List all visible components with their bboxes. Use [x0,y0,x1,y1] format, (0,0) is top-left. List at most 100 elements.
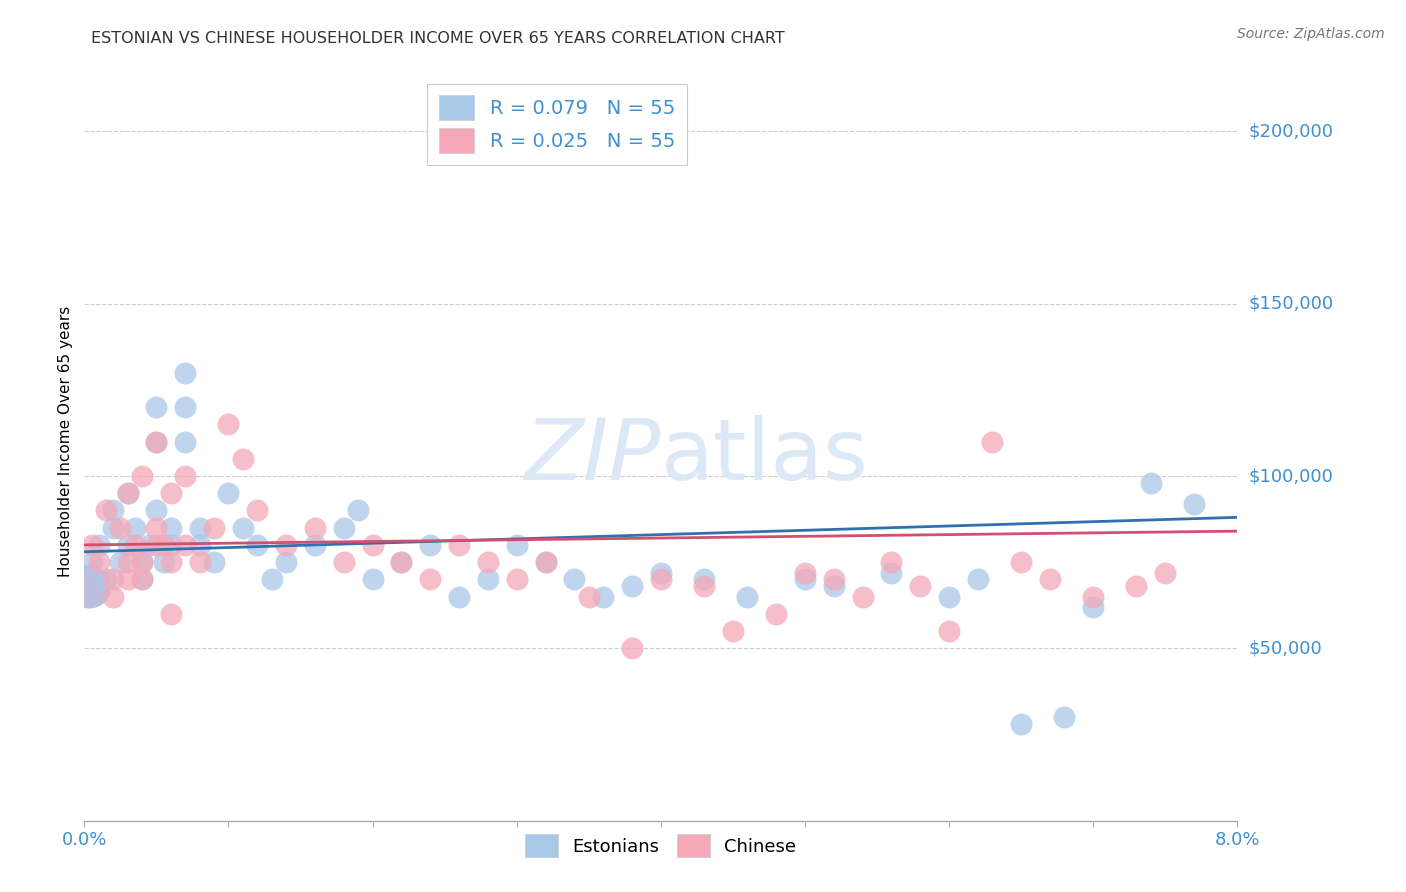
Point [160,486,183,500]
Point [361,538,384,552]
Point [1010,717,1032,731]
Point [880,555,903,569]
Point [202,521,225,535]
Text: ZIP: ZIP [524,415,661,499]
Point [794,566,817,580]
Point [124,538,146,552]
Point [534,555,557,569]
Point [1053,710,1076,724]
Point [1154,566,1177,580]
Point [174,538,197,552]
Point [145,503,167,517]
Point [534,555,557,569]
Point [276,538,298,552]
Point [578,590,600,604]
Point [145,434,167,449]
Point [174,366,197,380]
Point [160,538,183,552]
Point [1083,599,1105,614]
Point [145,521,167,535]
Text: atlas: atlas [661,415,869,499]
Point [1039,573,1062,587]
Point [218,417,240,432]
Y-axis label: Householder Income Over 65 years: Householder Income Over 65 years [58,306,73,577]
Point [737,590,759,604]
Point [765,607,787,621]
Text: $150,000: $150,000 [1249,294,1333,313]
Point [160,555,183,569]
Point [981,434,1004,449]
Point [592,590,614,604]
Point [391,555,413,569]
Point [131,573,153,587]
Point [152,538,174,552]
Point [87,555,110,569]
Point [506,573,529,587]
Point [174,469,197,483]
Point [938,590,960,604]
Text: $200,000: $200,000 [1249,122,1333,140]
Point [304,538,326,552]
Point [419,573,441,587]
Point [117,486,139,500]
Point [823,573,845,587]
Point [721,624,744,639]
Point [419,538,441,552]
Point [110,555,132,569]
Point [174,400,197,414]
Point [131,469,153,483]
Point [1140,475,1163,490]
Point [650,566,672,580]
Point [117,555,139,569]
Point [188,555,211,569]
Point [260,573,283,587]
Point [174,434,197,449]
Point [202,555,225,569]
Point [693,579,716,593]
Point [138,538,160,552]
Point [361,573,384,587]
Point [938,624,960,639]
Point [650,573,672,587]
Point [880,566,903,580]
Point [564,573,586,587]
Point [823,579,845,593]
Point [117,538,139,552]
Point [347,503,370,517]
Point [124,521,146,535]
Point [477,573,499,587]
Point [110,521,132,535]
Point [77,579,100,593]
Point [304,521,326,535]
Point [80,538,103,552]
Point [160,521,183,535]
Point [449,590,471,604]
Point [1125,579,1147,593]
Point [188,538,211,552]
Point [1083,590,1105,604]
Point [477,555,499,569]
Point [506,538,529,552]
Text: $100,000: $100,000 [1249,467,1333,485]
Point [131,555,153,569]
Point [131,555,153,569]
Point [87,538,110,552]
Point [910,579,932,593]
Point [852,590,875,604]
Text: Source: ZipAtlas.com: Source: ZipAtlas.com [1237,27,1385,41]
Point [333,521,356,535]
Point [218,486,240,500]
Point [117,573,139,587]
Point [188,521,211,535]
Text: ESTONIAN VS CHINESE HOUSEHOLDER INCOME OVER 65 YEARS CORRELATION CHART: ESTONIAN VS CHINESE HOUSEHOLDER INCOME O… [91,31,785,46]
Point [103,521,124,535]
Point [94,573,117,587]
Point [276,555,298,569]
Point [391,555,413,569]
Point [131,573,153,587]
Point [246,503,269,517]
Point [333,555,356,569]
Legend: Estonians, Chinese: Estonians, Chinese [519,827,803,864]
Text: $50,000: $50,000 [1249,640,1322,657]
Point [103,503,124,517]
